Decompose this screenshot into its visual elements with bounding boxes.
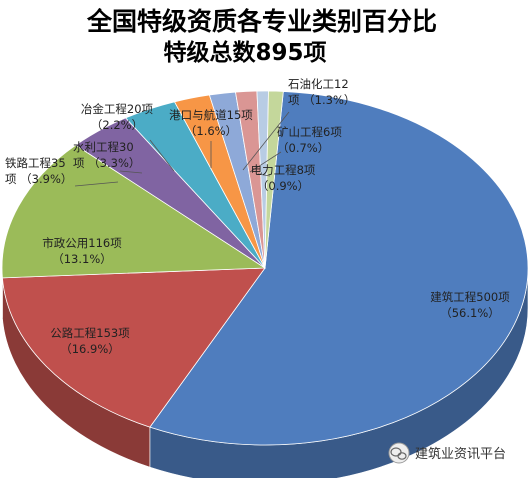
pie-slice-2 — [1, 144, 267, 279]
slice-label-4: 水利工程30 项 （3.3%） — [73, 140, 140, 170]
slice-label-percent: （0.7%） — [277, 141, 329, 155]
chart-title: 全国特级资质各专业类别百分比 — [86, 7, 437, 36]
leader-line-5 — [149, 139, 175, 172]
slice-label-name: 建筑工程500项 — [430, 290, 510, 304]
slice-label-name: 港口与航道15项 — [169, 108, 253, 122]
slice-label-name: 铁路工程35 — [5, 156, 66, 170]
wechat-icon — [388, 442, 410, 464]
leader-line-7 — [242, 111, 290, 171]
leader-line-8 — [249, 151, 282, 173]
pie-slice-1 — [1, 267, 266, 428]
watermark-text: 建筑业资讯平台 — [415, 446, 506, 462]
slice-label-percent: 项 （3.9%） — [5, 172, 72, 186]
slice-label-name: 公路工程153项 — [50, 326, 130, 340]
pie-slice-0 — [149, 91, 529, 446]
slice-label-percent: （2.2%） — [91, 118, 143, 132]
slice-label-1: 公路工程153项 （16.9%） — [50, 326, 130, 356]
slice-label-percent: 项 （1.3%） — [288, 93, 355, 107]
slice-label-percent: （56.1%） — [440, 306, 500, 320]
slice-label-0: 建筑工程500项 （56.1%） — [430, 290, 510, 320]
slice-label-9: 电力工程8项 （0.9%） — [251, 163, 316, 193]
slice-label-name: 水利工程30 — [73, 140, 134, 154]
slice-label-8: 矿山工程6项 （0.7%） — [277, 125, 342, 155]
slice-label-percent: （16.9%） — [60, 342, 120, 356]
slice-label-5: 冶金工程20项 （2.2%） — [81, 102, 154, 132]
slice-label-7: 石油化工12 项 （1.3%） — [288, 77, 355, 107]
slice-label-name: 矿山工程6项 — [277, 125, 342, 139]
leader-line-9 — [257, 173, 271, 177]
slice-label-2: 市政公用116项 （13.1%） — [42, 236, 122, 266]
chart-subtitle: 特级总数895项 — [163, 39, 326, 66]
slice-label-percent: （13.1%） — [52, 252, 112, 266]
leader-line-4 — [119, 170, 143, 174]
slice-label-name: 电力工程8项 — [251, 163, 316, 177]
slice-label-percent: （0.9%） — [257, 179, 309, 193]
watermark: 建筑业资讯平台 — [388, 442, 506, 464]
slice-label-percent: 项 （3.3%） — [73, 156, 140, 170]
slice-label-name: 石油化工12 — [288, 77, 349, 91]
slice-label-percent: （1.6%） — [185, 124, 237, 138]
slice-label-6: 港口与航道15项 （1.6%） — [169, 108, 253, 138]
slice-label-name: 冶金工程20项 — [81, 102, 154, 116]
slice-label-name: 市政公用116项 — [42, 236, 122, 250]
pie-slice-9 — [264, 90, 284, 269]
slice-label-3: 铁路工程35 项 （3.9%） — [5, 156, 72, 186]
leader-line-3 — [74, 181, 119, 187]
